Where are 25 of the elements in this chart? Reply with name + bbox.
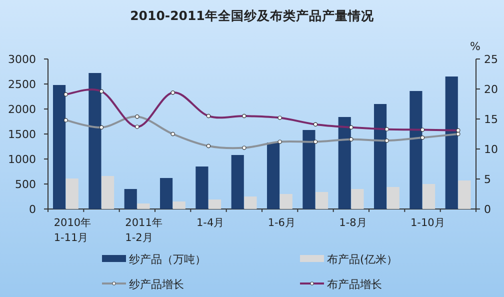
y-tick-label: 2500 xyxy=(8,78,36,91)
y2-tick-label: 5 xyxy=(484,173,491,186)
x-tick-label: 1-10月 xyxy=(410,217,446,229)
y-tick-label: 1000 xyxy=(8,153,36,166)
y-tick-label: 1500 xyxy=(8,128,36,141)
y-tick-label: 0 xyxy=(29,203,36,216)
x-tick-label: 2010年 1-11月 xyxy=(54,217,92,244)
y-tick-label: 500 xyxy=(15,178,36,191)
y2-tick-label: 0 xyxy=(484,203,491,216)
y2-tick-label: 25 xyxy=(484,53,498,66)
y-tick-label: 2000 xyxy=(8,103,36,116)
y-tick-label: 3000 xyxy=(8,53,36,66)
legend-label: 纱产品增长 xyxy=(129,278,184,291)
y2-tick-label: 10 xyxy=(484,143,498,156)
x-tick-label: 1-4月 xyxy=(196,217,225,229)
x-tick-label: 2011年 1-2月 xyxy=(125,217,163,244)
legend-label: 布产品(亿米） xyxy=(327,253,398,266)
y2-tick-label: 20 xyxy=(484,83,498,96)
x-tick-label: 1-8月 xyxy=(339,217,368,229)
legend-label: 纱产品（万吨） xyxy=(129,253,206,266)
legend-label: 布产品增长 xyxy=(327,278,382,291)
x-tick-label: 1-6月 xyxy=(268,217,296,229)
chart-title: 2010-2011年全国纱及布类产品产量情况 xyxy=(130,8,375,23)
y2-tick-label: 15 xyxy=(484,113,498,126)
y2-axis-title: % xyxy=(470,40,480,53)
